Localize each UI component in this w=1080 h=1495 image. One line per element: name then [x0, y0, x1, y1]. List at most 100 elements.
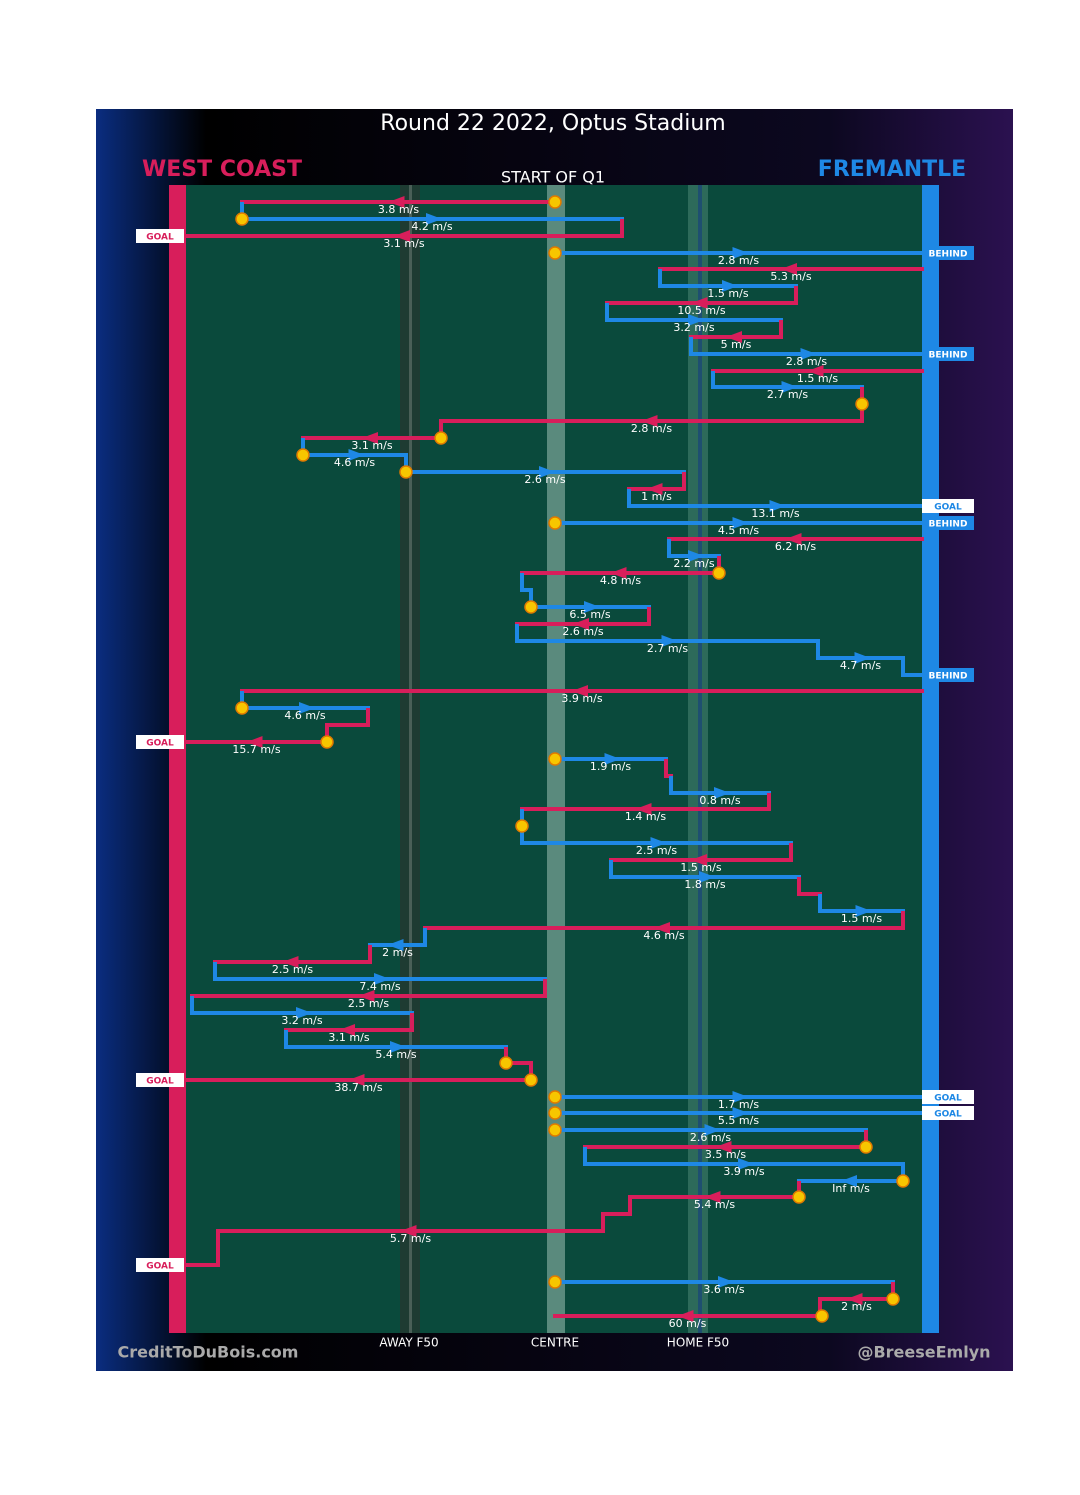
arrow — [738, 1158, 754, 1170]
possession-start — [235, 212, 249, 226]
speed-label: 2 m/s — [841, 1300, 872, 1313]
speed-label: 5.5 m/s — [718, 1114, 759, 1127]
arrow — [677, 1310, 694, 1322]
possession-start — [712, 566, 726, 580]
outcome-box — [922, 499, 974, 513]
arrow — [841, 1175, 857, 1187]
outcome-box — [922, 516, 974, 530]
possession-start — [548, 246, 562, 260]
speed-label: 4.6 m/s — [643, 929, 684, 942]
zone-label: CENTRE — [531, 1336, 579, 1350]
arrow — [572, 685, 588, 697]
speed-label: 3.9 m/s — [723, 1165, 764, 1178]
arrow — [769, 500, 786, 512]
speed-label: 4.7 m/s — [840, 659, 881, 672]
speed-label: Inf m/s — [832, 1182, 870, 1195]
arrow — [394, 230, 410, 242]
outcome-box — [922, 668, 974, 682]
possession-start — [548, 516, 562, 530]
outcome-box — [922, 1090, 974, 1104]
arrow — [691, 297, 708, 309]
outcome: GOAL — [934, 1094, 962, 1104]
outcome: BEHIND — [929, 250, 968, 260]
speed-label: 4.8 m/s — [600, 574, 641, 587]
speed-label: 3.9 m/s — [561, 692, 602, 705]
credit: CreditToDuBois.com — [118, 1343, 299, 1362]
possession-start — [524, 600, 538, 614]
arrow — [584, 601, 600, 613]
possession-start — [548, 1275, 562, 1289]
outcome-box — [136, 735, 184, 749]
outcome-box — [922, 347, 974, 361]
outcome: GOAL — [146, 1262, 174, 1272]
speed-label: 1 m/s — [641, 490, 672, 503]
arrow — [387, 939, 404, 951]
possession-start — [859, 1140, 873, 1154]
speed-label: 3.6 m/s — [703, 1283, 744, 1296]
speed-label: 1.7 m/s — [718, 1098, 759, 1111]
speed-label: 3.2 m/s — [281, 1014, 322, 1027]
outcome-box — [136, 1073, 184, 1087]
right-goal-bar — [922, 185, 939, 1333]
speed-label: 2.6 m/s — [690, 1131, 731, 1144]
possession-start — [548, 1106, 562, 1120]
speed-label: 4.2 m/s — [411, 220, 452, 233]
zone-label: HOME F50 — [667, 1336, 729, 1350]
away-f50-line — [409, 185, 412, 1333]
arrow — [688, 314, 704, 326]
outcome: GOAL — [934, 503, 962, 513]
speed-label: 5.3 m/s — [770, 270, 811, 283]
outcome: BEHIND — [929, 520, 968, 530]
speed-label: 5.4 m/s — [375, 1048, 416, 1061]
arrow — [348, 1074, 365, 1086]
arrow — [635, 803, 652, 815]
speed-label: 1.5 m/s — [707, 287, 748, 300]
right-team: FREMANTLE — [818, 157, 966, 182]
possession-start — [815, 1309, 829, 1323]
arrow — [358, 990, 375, 1002]
speed-label: 5.7 m/s — [390, 1232, 431, 1245]
speed-label: 2.7 m/s — [767, 388, 808, 401]
speed-label: 5 m/s — [721, 338, 752, 351]
speed-label: 6.5 m/s — [569, 608, 610, 621]
speed-label: 2.8 m/s — [786, 355, 827, 368]
arrow — [539, 466, 555, 478]
speed-label: 6.2 m/s — [775, 540, 816, 553]
speed-label: 13.1 m/s — [751, 507, 799, 520]
speed-label: 1.9 m/s — [590, 760, 631, 773]
possession-start — [296, 448, 310, 462]
possession-start — [548, 1090, 562, 1104]
arrow — [654, 922, 670, 934]
outcome-box — [136, 1258, 184, 1272]
speed-label: 4.6 m/s — [334, 456, 375, 469]
arrow — [374, 973, 390, 985]
arrow — [348, 449, 365, 461]
arrow — [646, 483, 663, 495]
arrow — [732, 247, 749, 259]
speed-label: 2.6 m/s — [524, 473, 565, 486]
speed-label: 3.1 m/s — [328, 1031, 369, 1044]
left-goal-bar — [169, 185, 186, 1333]
speed-label: 2.7 m/s — [647, 642, 688, 655]
speed-label: 2.5 m/s — [348, 997, 389, 1010]
arrow — [573, 618, 589, 630]
possession-start — [320, 735, 334, 749]
left-team: WEST COAST — [142, 157, 302, 182]
arrow — [400, 1225, 417, 1237]
possession-start — [855, 397, 869, 411]
speed-label: 15.7 m/s — [232, 743, 280, 756]
arrow — [688, 550, 704, 562]
arrow — [807, 365, 824, 377]
speed-label: 2.6 m/s — [562, 625, 603, 638]
arrow — [732, 517, 749, 529]
arrow — [604, 753, 621, 765]
arrow — [846, 1293, 863, 1305]
speed-label: 7.4 m/s — [359, 980, 400, 993]
arrow — [610, 567, 627, 579]
arrow — [726, 331, 742, 343]
arrow — [704, 1191, 721, 1203]
speed-label: 3.8 m/s — [378, 203, 419, 216]
credit: @BreeseEmlyn — [857, 1343, 990, 1362]
speed-label: 4.5 m/s — [718, 524, 759, 537]
arrow — [362, 432, 378, 444]
